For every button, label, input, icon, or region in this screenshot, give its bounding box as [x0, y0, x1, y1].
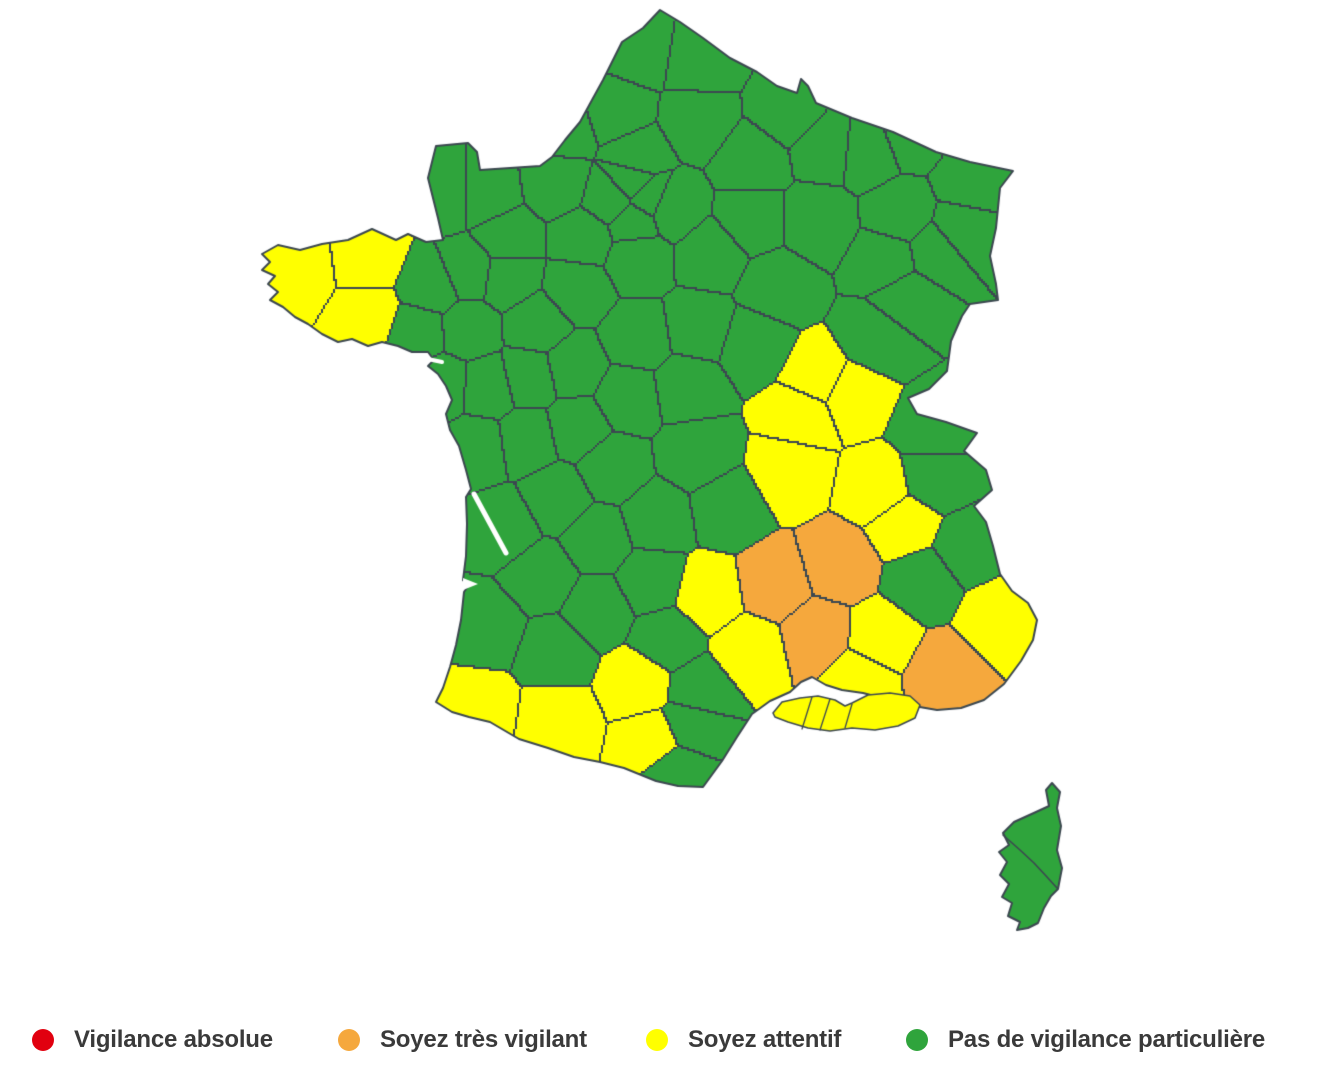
yellow-level-dot-icon — [646, 1029, 668, 1051]
red-level-dot-icon — [32, 1029, 54, 1051]
green-level-dot-icon — [906, 1029, 928, 1051]
legend-item-label: Soyez très vigilant — [380, 1026, 587, 1053]
legend-item-vigilance-absolue: Vigilance absolue — [32, 1018, 273, 1062]
legend-item-tres-vigilant: Soyez très vigilant — [338, 1018, 587, 1062]
orange-level-dot-icon — [338, 1029, 360, 1051]
legend-item-pas-de-vigilance: Pas de vigilance particulière — [906, 1018, 1265, 1062]
legend-item-label: Vigilance absolue — [74, 1026, 273, 1053]
vigilance-legend: Vigilance absolue Soyez très vigilant So… — [0, 1018, 1328, 1062]
legend-item-label: Pas de vigilance particulière — [948, 1026, 1266, 1053]
legend-item-attentif: Soyez attentif — [646, 1018, 841, 1062]
legend-item-label: Soyez attentif — [688, 1026, 842, 1053]
